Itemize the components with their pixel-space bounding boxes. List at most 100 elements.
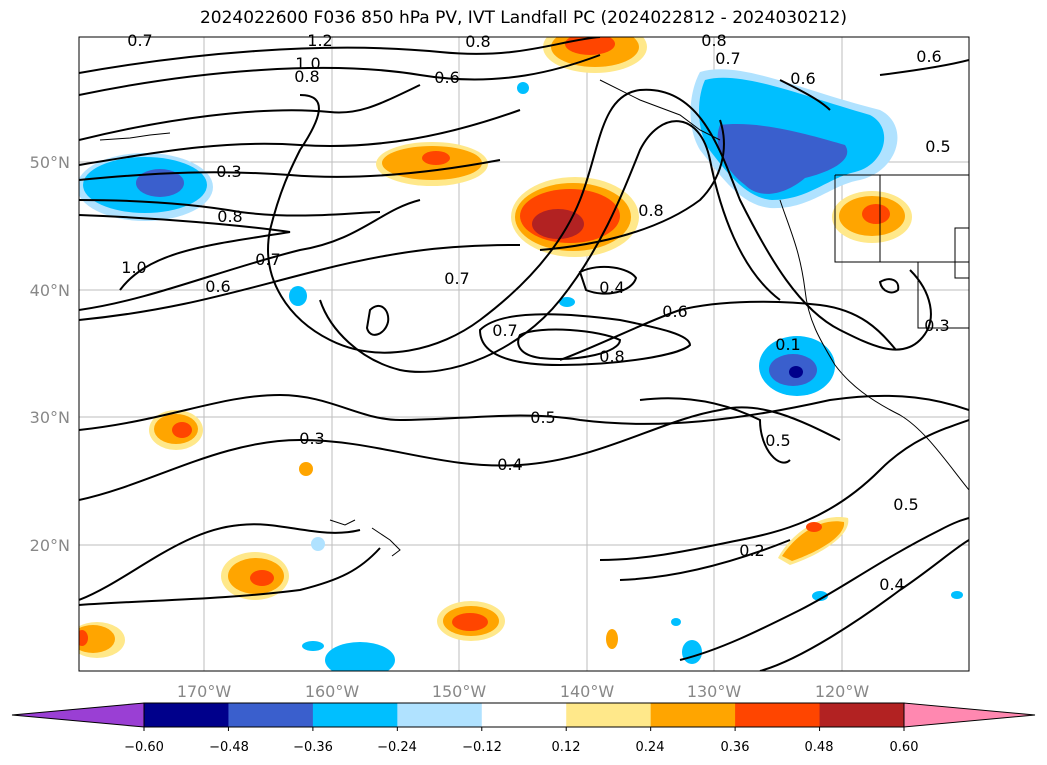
positive-blob <box>422 151 450 165</box>
colorbar-tick-label: −0.60 <box>124 740 164 755</box>
lon-label: 120°W <box>815 682 870 701</box>
contour-label: 0.7 <box>127 31 152 50</box>
lat-label: 50°N <box>30 153 70 172</box>
lon-label: 150°W <box>432 682 487 701</box>
colorbar-tick-label: −0.24 <box>377 740 417 755</box>
contour-label: 0.4 <box>879 575 904 594</box>
contour-labels: 0.7 1.2 0.8 1.0 0.8 0.6 0.8 0.7 0.6 0.6 … <box>121 31 950 594</box>
colorbar-swatch <box>481 703 567 727</box>
contour-label: 0.5 <box>925 137 950 156</box>
contour-line <box>79 406 841 501</box>
contour-label: 0.8 <box>217 207 242 226</box>
colorbar-swatch <box>228 703 314 727</box>
contour-line <box>79 109 521 166</box>
positive-blob <box>806 522 822 532</box>
state-borders <box>834 174 969 329</box>
alaska-coast <box>599 79 721 141</box>
contour-line <box>79 214 291 291</box>
positive-blob <box>172 422 192 438</box>
contour-line <box>619 539 791 581</box>
colorbar-tick-label: 0.24 <box>636 740 665 755</box>
lon-label: 130°W <box>687 682 742 701</box>
colorbar-swatch <box>566 703 652 727</box>
contour-line <box>79 199 381 217</box>
contour-line <box>578 265 638 295</box>
aleutians <box>99 132 171 141</box>
negative-blob <box>717 124 848 194</box>
lat-label: 40°N <box>30 281 70 300</box>
contour-line <box>79 159 501 181</box>
coastlines <box>99 79 969 557</box>
colorbar-frame <box>143 702 905 728</box>
contour-line <box>879 59 969 76</box>
colorbar-extend-high <box>903 702 1036 728</box>
colorbar-tick-label: −0.36 <box>293 740 333 755</box>
colorbar-swatch <box>819 703 905 727</box>
contour-label: 0.5 <box>765 431 790 450</box>
positive-blob <box>862 204 890 224</box>
contour-line <box>639 397 791 464</box>
colorbar-swatch <box>735 703 821 727</box>
contour-line <box>679 517 969 661</box>
contour-line <box>79 54 601 96</box>
positive-blob <box>299 462 313 476</box>
negative-blob <box>311 537 325 551</box>
contour-line <box>779 79 831 111</box>
contour-line <box>79 84 421 141</box>
contour-label: 0.8 <box>294 67 319 86</box>
positive-blob <box>532 209 584 239</box>
negative-blob <box>789 366 803 378</box>
contour-label: 1.0 <box>121 258 146 277</box>
contour-line <box>79 199 421 311</box>
shaded-field <box>79 37 963 671</box>
contour-label: 0.7 <box>492 321 517 340</box>
contour-line <box>79 547 381 606</box>
colorbar: −0.60 −0.48 −0.36 −0.24 −0.12 0.12 0.24 … <box>11 702 1036 755</box>
contour-line <box>79 37 601 74</box>
map-frame <box>78 36 970 672</box>
contour-label: 0.6 <box>790 69 815 88</box>
colorbar-tick-label: 0.60 <box>890 740 919 755</box>
negative-blob <box>559 297 575 307</box>
colorbar-extend-low <box>11 702 145 728</box>
contour-label: 0.5 <box>893 495 918 514</box>
negative-blob <box>289 286 307 306</box>
contour-line <box>79 393 969 431</box>
contour-line <box>517 328 622 360</box>
negative-blob <box>302 641 324 651</box>
negative-blob <box>136 169 184 197</box>
contour-line <box>79 523 361 601</box>
contour-label: 0.6 <box>205 277 230 296</box>
colorbar-swatch <box>144 703 229 727</box>
lat-label: 30°N <box>30 408 70 427</box>
map-title: 2024022600 F036 850 hPa PV, IVT Landfall… <box>199 8 847 28</box>
colorbar-tick-label: −0.12 <box>462 740 502 755</box>
positive-blob <box>606 629 618 649</box>
contour-label: 0.3 <box>924 316 949 335</box>
colorbar-swatch <box>312 703 398 727</box>
contour-label: 0.7 <box>715 49 740 68</box>
contour-line <box>539 119 725 251</box>
contour-label: 0.5 <box>530 408 555 427</box>
positive-blob <box>79 625 115 653</box>
contour-label: 0.8 <box>638 201 663 220</box>
colorbar-tick-label: −0.48 <box>209 740 249 755</box>
contour-label: 0.6 <box>662 302 687 321</box>
negative-blob <box>951 591 963 599</box>
colorbar-tick-label: 0.36 <box>721 740 750 755</box>
coastline <box>954 227 969 279</box>
lon-label: 170°W <box>177 682 232 701</box>
pv-contours <box>79 37 969 671</box>
coastline <box>779 199 969 491</box>
positive-blob <box>250 570 274 586</box>
negative-blob <box>325 642 395 671</box>
contour-label: 0.4 <box>599 278 624 297</box>
contour-label: 0.3 <box>216 162 241 181</box>
lon-label: 160°W <box>305 682 360 701</box>
contour-label: 1.2 <box>307 31 332 50</box>
contour-line <box>267 88 932 354</box>
negative-blob <box>812 591 828 601</box>
colorbar-swatch <box>650 703 736 727</box>
colorbar-swatch <box>397 703 483 727</box>
positive-blob <box>79 630 88 646</box>
